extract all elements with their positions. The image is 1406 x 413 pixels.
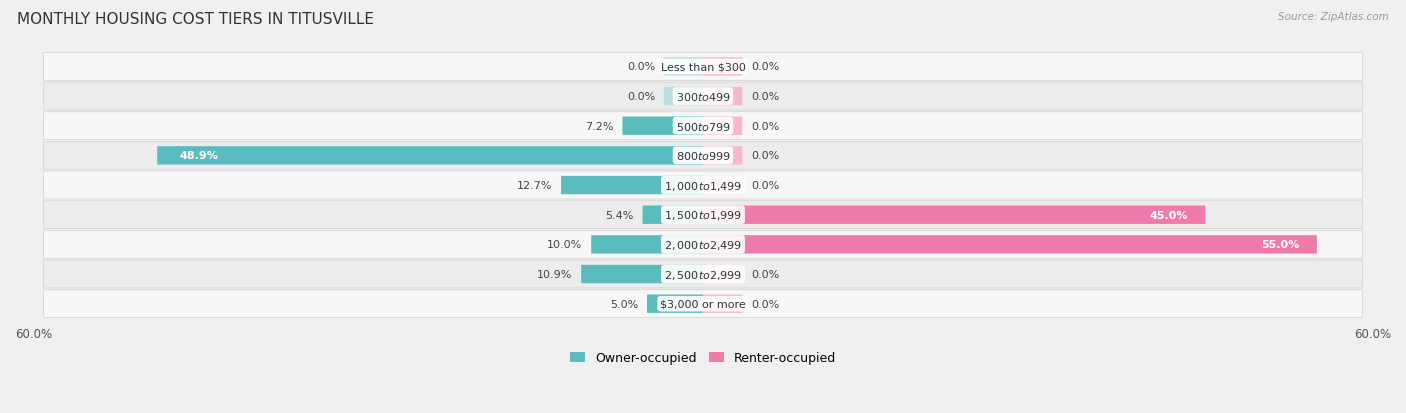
Legend: Owner-occupied, Renter-occupied: Owner-occupied, Renter-occupied [565, 347, 841, 369]
FancyBboxPatch shape [157, 147, 703, 165]
FancyBboxPatch shape [44, 261, 1362, 288]
FancyBboxPatch shape [664, 58, 703, 76]
Text: 12.7%: 12.7% [517, 180, 553, 190]
FancyBboxPatch shape [703, 206, 1205, 224]
FancyBboxPatch shape [703, 117, 742, 135]
Text: $2,500 to $2,999: $2,500 to $2,999 [664, 268, 742, 281]
FancyBboxPatch shape [703, 295, 742, 313]
Text: $500 to $799: $500 to $799 [675, 121, 731, 133]
FancyBboxPatch shape [44, 290, 1362, 318]
FancyBboxPatch shape [44, 142, 1362, 170]
Text: 0.0%: 0.0% [751, 299, 779, 309]
Text: 0.0%: 0.0% [751, 151, 779, 161]
FancyBboxPatch shape [44, 172, 1362, 199]
Text: $1,500 to $1,999: $1,500 to $1,999 [664, 209, 742, 222]
Text: 10.0%: 10.0% [547, 240, 582, 250]
Text: $1,000 to $1,499: $1,000 to $1,499 [664, 179, 742, 192]
FancyBboxPatch shape [44, 83, 1362, 111]
FancyBboxPatch shape [703, 176, 742, 195]
FancyBboxPatch shape [591, 235, 703, 254]
FancyBboxPatch shape [664, 88, 703, 106]
FancyBboxPatch shape [703, 265, 742, 284]
FancyBboxPatch shape [44, 112, 1362, 140]
FancyBboxPatch shape [703, 147, 742, 165]
Text: 0.0%: 0.0% [627, 62, 655, 72]
Text: $800 to $999: $800 to $999 [675, 150, 731, 162]
FancyBboxPatch shape [703, 88, 742, 106]
Text: 0.0%: 0.0% [751, 62, 779, 72]
FancyBboxPatch shape [647, 295, 703, 313]
Text: Less than $300: Less than $300 [661, 62, 745, 72]
Text: 55.0%: 55.0% [1261, 240, 1301, 250]
Text: 0.0%: 0.0% [627, 92, 655, 102]
Text: 48.9%: 48.9% [180, 151, 218, 161]
FancyBboxPatch shape [44, 231, 1362, 259]
Text: 5.4%: 5.4% [606, 210, 634, 220]
FancyBboxPatch shape [561, 176, 703, 195]
FancyBboxPatch shape [703, 235, 1317, 254]
Text: $2,000 to $2,499: $2,000 to $2,499 [664, 238, 742, 251]
Text: 0.0%: 0.0% [751, 180, 779, 190]
FancyBboxPatch shape [623, 117, 703, 135]
FancyBboxPatch shape [44, 53, 1362, 81]
Text: $300 to $499: $300 to $499 [675, 91, 731, 103]
FancyBboxPatch shape [643, 206, 703, 224]
Text: Source: ZipAtlas.com: Source: ZipAtlas.com [1278, 12, 1389, 22]
FancyBboxPatch shape [703, 58, 742, 76]
Text: 45.0%: 45.0% [1150, 210, 1188, 220]
Text: 0.0%: 0.0% [751, 92, 779, 102]
Text: 0.0%: 0.0% [751, 269, 779, 279]
Text: 7.2%: 7.2% [585, 121, 614, 131]
FancyBboxPatch shape [581, 265, 703, 284]
Text: MONTHLY HOUSING COST TIERS IN TITUSVILLE: MONTHLY HOUSING COST TIERS IN TITUSVILLE [17, 12, 374, 27]
Text: 5.0%: 5.0% [610, 299, 638, 309]
Text: 10.9%: 10.9% [537, 269, 572, 279]
Text: 0.0%: 0.0% [751, 121, 779, 131]
FancyBboxPatch shape [44, 201, 1362, 229]
Text: $3,000 or more: $3,000 or more [661, 299, 745, 309]
